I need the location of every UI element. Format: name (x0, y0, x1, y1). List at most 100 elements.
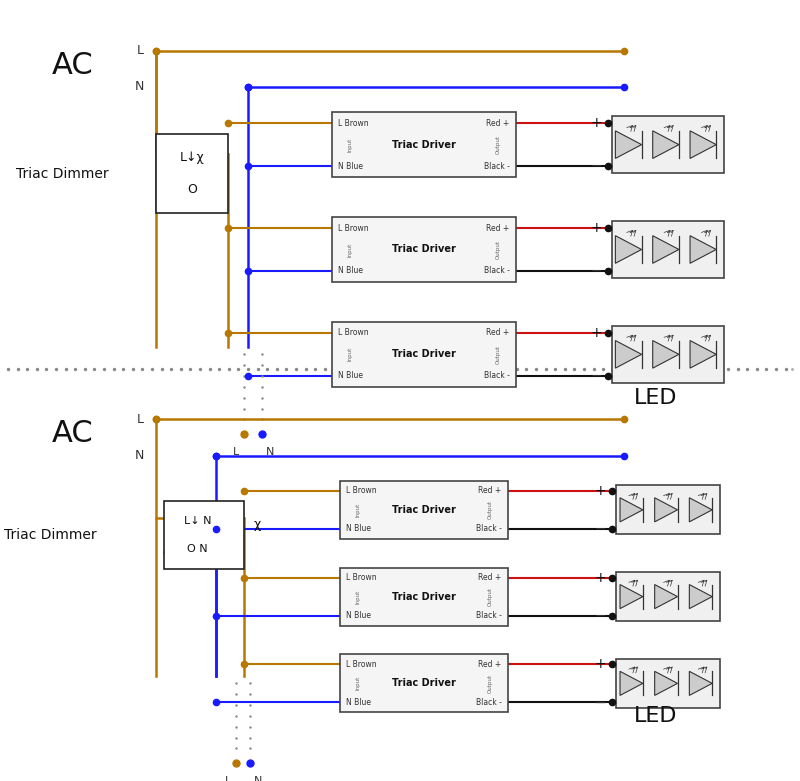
Point (693, 362, 706, 375)
Point (11, 362, 24, 375)
Text: Output: Output (488, 674, 493, 693)
Polygon shape (690, 130, 716, 159)
Polygon shape (690, 341, 716, 368)
Point (21, 362, 34, 375)
Point (338, 362, 350, 375)
Point (184, 362, 197, 375)
Text: +: + (594, 483, 606, 497)
Point (59, 362, 72, 375)
Point (664, 362, 677, 375)
Text: Input: Input (347, 348, 352, 362)
Text: Input: Input (355, 676, 360, 690)
Point (645, 362, 658, 375)
Point (674, 362, 686, 375)
Text: N Blue: N Blue (346, 612, 371, 620)
Bar (340, 568, 508, 626)
Point (501, 362, 514, 375)
Text: Black -: Black - (484, 266, 510, 276)
Bar (340, 481, 508, 539)
Point (174, 362, 187, 375)
Polygon shape (690, 236, 716, 263)
Text: Black -: Black - (476, 698, 502, 707)
Text: N Blue: N Blue (338, 162, 363, 170)
Text: Output: Output (488, 587, 493, 606)
Text: +: + (594, 658, 606, 672)
Point (347, 362, 360, 375)
Text: Output: Output (496, 240, 501, 259)
Text: Input: Input (347, 242, 352, 257)
Point (712, 362, 725, 375)
Point (386, 362, 398, 375)
Polygon shape (653, 236, 679, 263)
Point (117, 362, 130, 375)
Text: Triac Driver: Triac Driver (392, 140, 456, 150)
Text: Red +: Red + (486, 119, 510, 127)
Text: Triac Dimmer: Triac Dimmer (16, 166, 109, 180)
Point (203, 362, 216, 375)
Text: +: + (594, 570, 606, 584)
Text: −: − (590, 369, 602, 383)
Text: N Blue: N Blue (338, 266, 363, 276)
Text: Red +: Red + (478, 487, 502, 495)
Text: Triac Driver: Triac Driver (392, 679, 456, 688)
Text: Red +: Red + (486, 223, 510, 233)
Point (126, 362, 139, 375)
Text: −: − (590, 264, 602, 278)
Bar (156, 134, 228, 213)
Polygon shape (620, 584, 643, 608)
Point (50, 362, 62, 375)
Point (376, 362, 389, 375)
Point (510, 362, 523, 375)
Polygon shape (620, 497, 643, 522)
Text: LED: LED (634, 387, 678, 408)
Point (597, 362, 610, 375)
Text: Black -: Black - (476, 612, 502, 620)
Text: Triac Driver: Triac Driver (392, 244, 456, 255)
Point (213, 362, 226, 375)
Text: N: N (134, 449, 144, 462)
Point (222, 362, 235, 375)
Bar (164, 501, 244, 569)
Text: +: + (590, 326, 602, 340)
Point (568, 362, 581, 375)
Point (78, 362, 91, 375)
Point (606, 362, 619, 375)
Point (578, 362, 590, 375)
Text: Output: Output (488, 501, 493, 519)
Point (395, 362, 408, 375)
Point (88, 362, 101, 375)
Text: N: N (266, 447, 274, 457)
Point (731, 362, 744, 375)
Text: L Brown: L Brown (346, 573, 377, 582)
Point (270, 362, 283, 375)
Point (146, 362, 158, 375)
Text: Triac Driver: Triac Driver (392, 505, 456, 515)
Polygon shape (653, 130, 679, 159)
Text: Red +: Red + (478, 660, 502, 669)
Point (587, 362, 600, 375)
Polygon shape (690, 497, 712, 522)
Point (2, 362, 14, 375)
Text: Triac Driver: Triac Driver (392, 349, 456, 359)
Point (520, 362, 533, 375)
Point (357, 362, 370, 375)
Point (741, 362, 754, 375)
Polygon shape (653, 341, 679, 368)
Bar (612, 221, 724, 278)
Polygon shape (620, 672, 643, 695)
Text: Black -: Black - (484, 162, 510, 170)
Text: LED: LED (634, 706, 678, 726)
Point (434, 362, 446, 375)
Polygon shape (654, 497, 678, 522)
Point (155, 362, 168, 375)
Point (491, 362, 504, 375)
Point (558, 362, 571, 375)
Point (328, 362, 341, 375)
Text: Red +: Red + (478, 573, 502, 582)
Point (482, 362, 494, 375)
Point (770, 362, 782, 375)
Point (318, 362, 331, 375)
Point (107, 362, 120, 375)
Point (760, 362, 773, 375)
Point (232, 362, 245, 375)
